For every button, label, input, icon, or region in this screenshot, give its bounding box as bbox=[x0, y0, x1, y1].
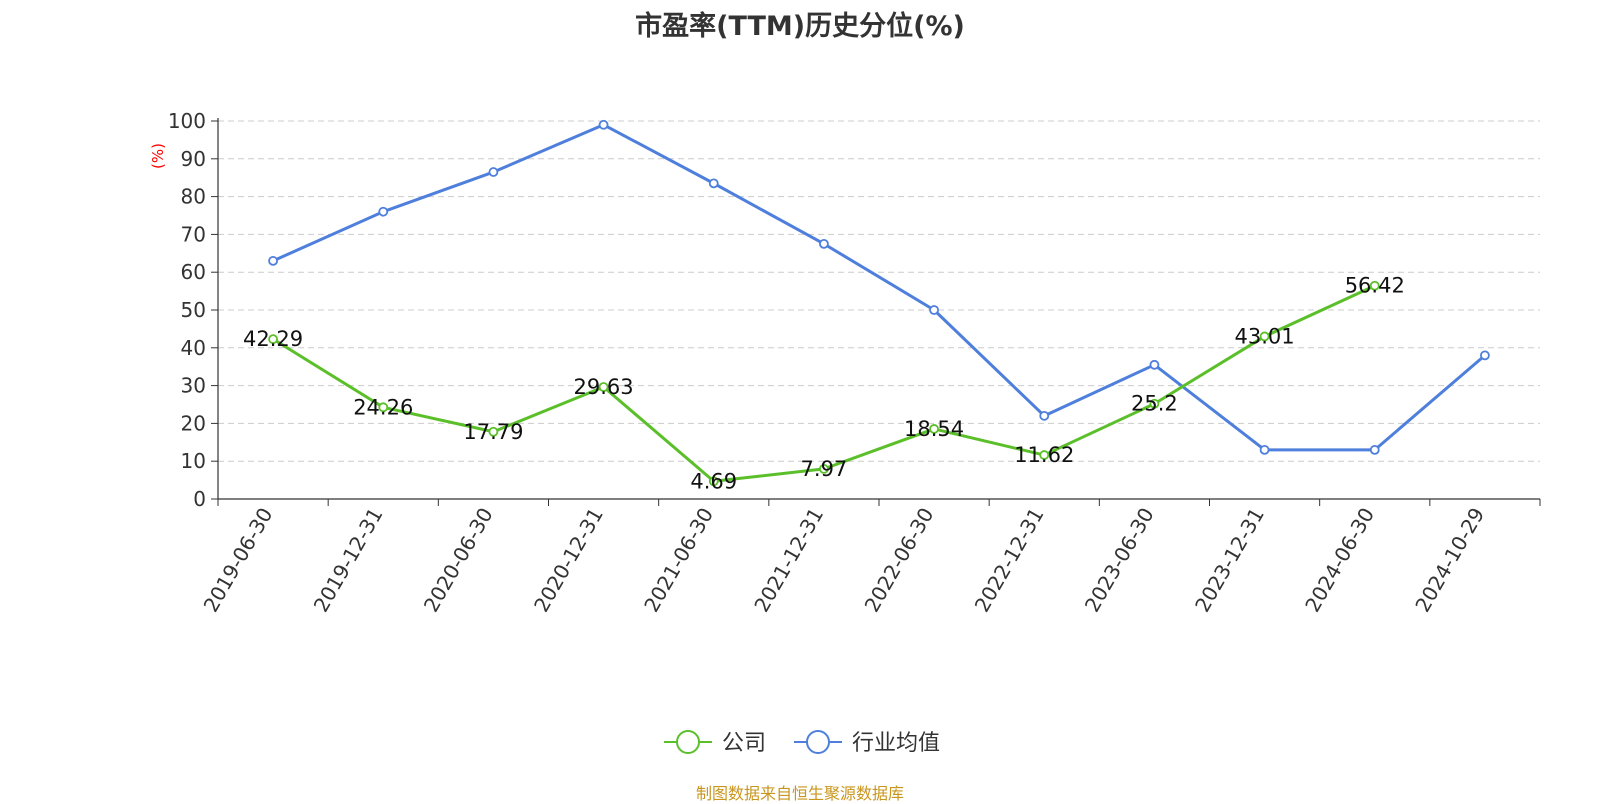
series-lines bbox=[268, 119, 1490, 487]
industry-series-line bbox=[272, 123, 1486, 452]
company-data-point[interactable] bbox=[1149, 398, 1160, 409]
industry-data-point[interactable] bbox=[708, 178, 719, 189]
y-tick-label: 50 bbox=[181, 298, 206, 322]
company-data-label: 24.26 bbox=[353, 395, 413, 419]
industry-data-point[interactable] bbox=[268, 255, 278, 266]
company-data-point[interactable] bbox=[1039, 450, 1050, 460]
company-data-label: 56.42 bbox=[1345, 274, 1405, 298]
x-tick-label: 2023-12-31 bbox=[1190, 504, 1269, 617]
industry-data-point[interactable] bbox=[929, 305, 939, 315]
company-data-label: 17.79 bbox=[463, 420, 523, 444]
y-tick-label: 80 bbox=[181, 185, 206, 209]
company-data-point[interactable] bbox=[598, 382, 609, 392]
industry-data-point[interactable] bbox=[1039, 410, 1050, 421]
x-tick-label: 2019-06-30 bbox=[199, 504, 278, 617]
x-tick-label: 2020-06-30 bbox=[419, 503, 498, 616]
data-source-note: 制图数据来自恒生聚源数据库 bbox=[695, 784, 904, 803]
industry-data-point[interactable] bbox=[1149, 359, 1160, 370]
x-tick-label: 2019-12-31 bbox=[309, 504, 388, 617]
company-data-point[interactable] bbox=[929, 424, 939, 434]
company-data-label: 4.69 bbox=[690, 469, 737, 493]
y-tick-label: 0 bbox=[193, 487, 206, 511]
legend[interactable]: 公司 行业均值 bbox=[664, 730, 940, 756]
company-data-label: 25.2 bbox=[1131, 392, 1178, 416]
y-tick-label: 90 bbox=[181, 147, 206, 171]
company-data-point[interactable] bbox=[708, 476, 719, 487]
axes: 0 10 20 30 40 50 60 70 80 90 100(%) 2019-06-30 2019-… bbox=[149, 109, 1541, 617]
industry-data-point[interactable] bbox=[488, 167, 499, 177]
company-data-label: 11.62 bbox=[1014, 443, 1074, 467]
company-data-point[interactable] bbox=[488, 426, 499, 437]
company-data-point[interactable] bbox=[819, 463, 829, 474]
y-tick-label: 100 bbox=[168, 109, 206, 133]
company-data-label: 42.29 bbox=[243, 327, 303, 351]
x-tick-label: 2021-06-30 bbox=[639, 504, 718, 617]
company-series-line bbox=[272, 284, 1376, 483]
company-data-point[interactable] bbox=[1259, 331, 1270, 342]
industry-data-point[interactable] bbox=[819, 238, 829, 249]
y-tick-label: 10 bbox=[181, 449, 206, 473]
industry-data-point[interactable] bbox=[378, 206, 389, 217]
industry-data-point[interactable] bbox=[598, 119, 609, 130]
industry-data-point[interactable] bbox=[1259, 444, 1270, 455]
x-tick-label: 2024-10-29 bbox=[1410, 504, 1489, 617]
x-tick-label: 2020-12-31 bbox=[529, 504, 608, 617]
x-tick-label: 2022-06-30 bbox=[860, 503, 939, 616]
company-data-point[interactable] bbox=[378, 402, 389, 413]
company-data-point[interactable] bbox=[268, 334, 278, 345]
legend-industry-marker[interactable] bbox=[806, 730, 830, 754]
company-data-label: 7.97 bbox=[801, 457, 848, 481]
legend-company-marker[interactable] bbox=[676, 730, 700, 754]
data-labels: 42.29 24.26 17.79 29.63 4.69 7.97 18.54 11.62 25… bbox=[243, 274, 1405, 494]
industry-data-point[interactable] bbox=[1480, 350, 1490, 361]
x-tick-label: 2022-12-31 bbox=[970, 504, 1049, 617]
y-tick-label: 60 bbox=[181, 260, 206, 284]
company-data-point[interactable] bbox=[1369, 280, 1380, 291]
legend-industry-label[interactable]: 行业均值 bbox=[852, 731, 940, 756]
x-tick-label: 2024-06-30 bbox=[1300, 504, 1379, 617]
y-axis-unit-label: (%) bbox=[149, 143, 167, 169]
company-data-label: 43.01 bbox=[1235, 324, 1295, 348]
chart-title: 市盈率(TTM)历史分位(%) bbox=[635, 11, 965, 42]
grid-lines bbox=[218, 120, 1540, 462]
y-tick-label: 40 bbox=[181, 336, 206, 360]
legend-company-label[interactable]: 公司 bbox=[722, 731, 766, 756]
company-data-label: 18.54 bbox=[904, 417, 964, 441]
x-tick-label: 2021-12-31 bbox=[749, 504, 828, 617]
x-tick-label: 2023-06-30 bbox=[1080, 504, 1159, 617]
y-tick-label: 20 bbox=[181, 411, 206, 435]
y-tick-label: 30 bbox=[181, 374, 206, 398]
industry-data-point[interactable] bbox=[1369, 444, 1380, 455]
company-data-label: 29.63 bbox=[574, 375, 634, 399]
y-tick-label: 70 bbox=[181, 222, 206, 246]
